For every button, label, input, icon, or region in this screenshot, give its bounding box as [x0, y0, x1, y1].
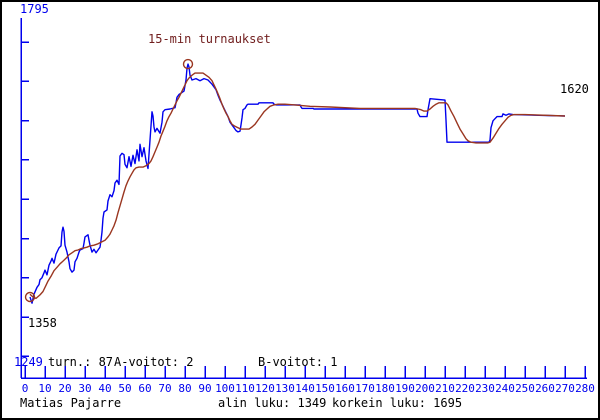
- x-axis-tick-label: 210: [435, 382, 455, 395]
- chart-title: 15-min turnaukset: [148, 32, 271, 46]
- x-axis-tick-label: 0: [22, 382, 29, 395]
- a-wins-label: A-voitot: 2: [114, 355, 193, 369]
- x-axis-tick-label: 80: [178, 382, 191, 395]
- start-rating-label: 1358: [28, 316, 57, 330]
- x-axis-tick-label: 230: [475, 382, 495, 395]
- value-marker-circle: [24, 291, 36, 303]
- x-axis-tick-label: 70: [158, 382, 171, 395]
- y-axis-max-label: 1795: [20, 2, 49, 16]
- x-axis-tick-label: 40: [98, 382, 111, 395]
- y-axis-min-label: 1249: [14, 355, 43, 369]
- x-axis-tick-label: 280: [575, 382, 595, 395]
- rating-line: [29, 63, 566, 304]
- x-axis-tick-label: 160: [335, 382, 355, 395]
- x-axis-tick-label: 170: [355, 382, 375, 395]
- b-wins-label: B-voitot: 1: [258, 355, 337, 369]
- chart-generated-layer: 0 10 20 30 40 50 60 70 80 90 100 110 120 130 140 150 160…: [20, 18, 595, 395]
- value-marker-circle: [182, 58, 194, 70]
- x-axis-tick-label: 240: [495, 382, 515, 395]
- x-axis-tick-label: 120: [255, 382, 275, 395]
- x-axis-tick-label: 260: [535, 382, 555, 395]
- min-rating-label: alin luku: 1349: [218, 396, 326, 410]
- x-axis-tick-label: 50: [118, 382, 131, 395]
- x-axis-tick-label: 150: [315, 382, 335, 395]
- final-rating-label: 1620: [560, 82, 589, 96]
- x-axis-tick-label: 200: [415, 382, 435, 395]
- x-axis-tick-label: 220: [455, 382, 475, 395]
- x-axis-tick-label: 60: [138, 382, 151, 395]
- x-axis-tick-label: 190: [395, 382, 415, 395]
- x-axis-tick-label: 100: [215, 382, 235, 395]
- average-line: [29, 72, 566, 300]
- x-axis-tick-label: 250: [515, 382, 535, 395]
- max-rating-label: korkein luku: 1695: [332, 396, 462, 410]
- x-axis-tick-label: 110: [235, 382, 255, 395]
- tournament-count-label: turn.: 87: [48, 355, 113, 369]
- x-axis-tick-label: 270: [555, 382, 575, 395]
- x-axis-tick-label: 30: [78, 382, 91, 395]
- x-axis-tick-label: 20: [58, 382, 71, 395]
- player-name: Matias Pajarre: [20, 396, 121, 410]
- x-axis-tick-label: 180: [375, 382, 395, 395]
- x-axis-tick-label: 10: [38, 382, 51, 395]
- x-axis-tick-label: 140: [295, 382, 315, 395]
- x-axis-tick-label: 130: [275, 382, 295, 395]
- x-axis-tick-label: 90: [198, 382, 211, 395]
